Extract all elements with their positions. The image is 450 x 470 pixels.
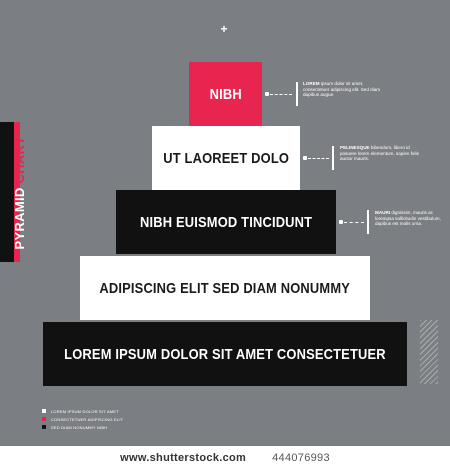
side-label-word1: PYRAMID bbox=[12, 187, 27, 250]
plus-icon: + bbox=[220, 22, 228, 36]
pyramid-tier-3: NIBH EUISMOD TINCIDUNT bbox=[116, 190, 336, 254]
tier-label: UT LAOREET DOLO bbox=[163, 149, 289, 167]
footer-text: www.shutterstock.com 444076993 bbox=[0, 452, 450, 464]
side-tab bbox=[0, 122, 20, 262]
legend-item: SED DIAM NONUMMY NIBH bbox=[42, 423, 123, 431]
connector-line bbox=[344, 222, 364, 224]
pyramid-chart-canvas: + PYRAMID CHART NIBH UT LAOREET DOLO NIB… bbox=[0, 0, 450, 446]
pyramid-tier-4: ADIPISCING ELIT SED DIAM NONUMMY bbox=[80, 256, 370, 320]
note-bar bbox=[332, 146, 334, 170]
watermark-text: www.shutterstock.com bbox=[120, 452, 247, 464]
note-text: bibendum, libero id posuere lorem elemen… bbox=[340, 145, 419, 162]
legend-swatch bbox=[42, 425, 46, 429]
legend-item: CONSECTETUER ADIPISCING ELIT bbox=[42, 415, 123, 423]
connector-line bbox=[270, 94, 292, 96]
note-2: PELINESQUE bibendum, libero id posuere l… bbox=[340, 145, 420, 162]
note-title: MAURI bbox=[375, 210, 391, 215]
tier-label: LOREM IPSUM DOLOR SIT AMET CONSECTETUER bbox=[64, 345, 386, 363]
pyramid-tier-2: UT LAOREET DOLO bbox=[152, 126, 300, 190]
note-1: LOREM ipsum dolor sit amet, consectetuer… bbox=[303, 81, 383, 98]
note-title: LOREM bbox=[303, 81, 320, 86]
note-bar bbox=[296, 82, 298, 106]
side-label: PYRAMID CHART bbox=[10, 123, 30, 263]
connector-line bbox=[308, 158, 329, 160]
side-tab-accent bbox=[14, 122, 20, 262]
legend-swatch bbox=[42, 409, 46, 413]
note-title: PELINESQUE bbox=[340, 145, 370, 150]
tier-label: ADIPISCING ELIT SED DIAM NONUMMY bbox=[99, 279, 351, 297]
tier-label: NIBH EUISMOD TINCIDUNT bbox=[139, 213, 313, 231]
legend-swatch bbox=[42, 417, 46, 421]
legend-label: CONSECTETUER ADIPISCING ELIT bbox=[51, 416, 124, 422]
tier-label: NIBH bbox=[209, 85, 242, 103]
side-label-word2: CHART bbox=[12, 136, 27, 184]
note-bar bbox=[367, 210, 369, 234]
pyramid-tier-5: LOREM IPSUM DOLOR SIT AMET CONSECTETUER bbox=[43, 322, 407, 386]
connector-dot bbox=[303, 156, 307, 160]
note-3: MAURI dignissim, mauris ac lorempsa soll… bbox=[375, 210, 443, 227]
legend-label: SED DIAM NONUMMY NIBH bbox=[51, 424, 108, 430]
connector-dot bbox=[265, 92, 269, 96]
legend-item: LOREM IPSUM DOLOR SIT AMET bbox=[42, 407, 123, 415]
note-text: ipsum dolor sit amet, consectetuer adipi… bbox=[303, 81, 381, 98]
hatch-pattern bbox=[420, 320, 438, 384]
footer-bar: www.shutterstock.com 444076993 bbox=[0, 446, 450, 470]
connector-dot bbox=[339, 220, 343, 224]
legend-label: LOREM IPSUM DOLOR SIT AMET bbox=[51, 408, 119, 414]
legend: LOREM IPSUM DOLOR SIT AMET CONSECTETUER … bbox=[42, 407, 123, 431]
image-id: 444076993 bbox=[272, 452, 330, 464]
note-text: dignissim, mauris ac lorempsa sollicitud… bbox=[375, 210, 441, 227]
pyramid-tier-1: NIBH bbox=[189, 62, 262, 126]
